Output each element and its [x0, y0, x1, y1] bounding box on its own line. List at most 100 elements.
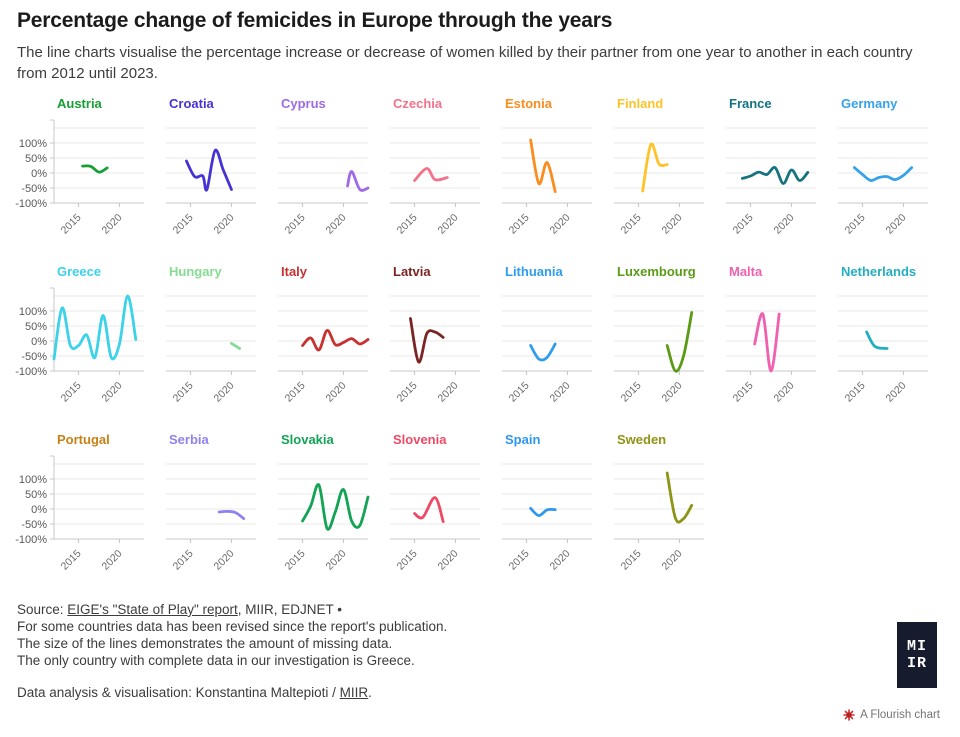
line-plot: 2015 2020 — [166, 127, 256, 236]
x-tick-label: 2020 — [212, 211, 237, 236]
mini-chart-hungary: Hungary 2015 2020 — [166, 263, 278, 406]
flourish-attribution[interactable]: A Flourish chart — [843, 709, 940, 721]
line-plot: 2015 2020 100% 50% 0% -50% -100% — [15, 287, 144, 404]
country-title: Italy — [281, 263, 308, 279]
x-tick-label: 2015 — [283, 547, 308, 572]
country-title: Austria — [57, 95, 102, 111]
data-line-germany — [852, 165, 914, 182]
mini-chart-netherlands: Netherlands 2015 2020 — [838, 264, 950, 406]
x-tick-label: 2020 — [212, 547, 237, 572]
mini-chart-slovakia: Slovakia 2015 2020 — [278, 431, 390, 574]
country-title: Spain — [505, 431, 541, 447]
y-tick-label: 100% — [19, 474, 47, 486]
data-line-estonia — [529, 138, 557, 193]
y-tick-label: 50% — [25, 489, 47, 501]
x-tick-label: 2015 — [507, 547, 532, 572]
mini-chart-lithuania: Lithuania 2015 2020 — [502, 263, 614, 406]
y-tick-label: -100% — [15, 366, 47, 378]
miir-logo-line1: MI — [906, 638, 927, 655]
country-title: Slovakia — [281, 431, 334, 447]
mini-chart-finland: Finland 2015 2020 — [614, 95, 726, 238]
y-tick-label: 50% — [25, 321, 47, 333]
x-tick-label: 2015 — [731, 379, 756, 404]
line-plot: 2015 2020 — [614, 127, 704, 236]
mini-chart-austria: Austria 2015 2020 100% 50% 0% -50% -100% — [15, 95, 166, 238]
y-tick-label: -100% — [15, 534, 47, 546]
x-tick-label: 2015 — [619, 211, 644, 236]
country-title: Slovenia — [393, 431, 447, 447]
country-title: Serbia — [169, 431, 209, 447]
x-tick-label: 2020 — [772, 379, 797, 404]
y-tick-label: 100% — [19, 138, 47, 150]
country-title: Hungary — [169, 263, 222, 279]
footer-note: The size of the lines demonstrates the a… — [17, 636, 393, 652]
y-tick-label: -100% — [15, 198, 47, 210]
x-tick-label: 2020 — [548, 547, 573, 572]
line-plot: 2015 2020 — [502, 463, 592, 572]
x-tick-label: 2015 — [395, 379, 420, 404]
x-tick-label: 2020 — [212, 379, 237, 404]
mini-chart-france: France 2015 2020 — [726, 95, 838, 238]
x-tick-label: 2015 — [507, 379, 532, 404]
x-tick-label: 2015 — [843, 379, 868, 404]
footer-note: For some countries data has been revised… — [17, 618, 448, 634]
line-plot: 2015 2020 — [614, 295, 704, 404]
footer-note: The only country with complete data in o… — [17, 653, 415, 669]
line-plot: 2015 2020 — [390, 127, 480, 236]
x-tick-label: 2015 — [843, 211, 868, 236]
footer: Source: EIGE's "State of Play" report, M… — [17, 601, 657, 701]
data-line-france — [740, 165, 810, 185]
data-line-slovenia — [413, 495, 445, 523]
country-title: Greece — [57, 263, 102, 279]
country-title: Luxembourg — [617, 263, 696, 279]
page-title: Percentage change of femicides in Europe… — [17, 9, 613, 32]
x-tick-label: 2015 — [731, 211, 756, 236]
x-tick-label: 2015 — [171, 211, 196, 236]
y-tick-label: 0% — [31, 336, 47, 348]
mini-chart-portugal: Portugal 2015 2020 100% 50% 0% -50% -100% — [15, 432, 166, 574]
credit-suffix: . — [368, 684, 372, 700]
source-line: Source: EIGE's "State of Play" report, M… — [17, 601, 657, 618]
mini-chart-croatia: Croatia 2015 2020 — [166, 96, 278, 238]
x-tick-label: 2015 — [619, 379, 644, 404]
country-title: Estonia — [505, 95, 552, 111]
data-line-cyprus — [346, 169, 370, 192]
x-tick-label: 2020 — [100, 211, 125, 236]
y-tick-label: 0% — [31, 504, 47, 516]
country-title: Germany — [841, 95, 898, 111]
x-tick-label: 2020 — [324, 211, 349, 236]
x-tick-label: 2020 — [100, 547, 125, 572]
data-line-italy — [301, 328, 370, 352]
data-line-spain — [529, 506, 557, 517]
country-title: Lithuania — [505, 263, 563, 279]
page-subtitle: The line charts visualise the percentage… — [17, 44, 913, 83]
credit-line: Data analysis & visualisation: Konstanti… — [17, 684, 657, 701]
x-tick-label: 2015 — [59, 379, 84, 404]
line-plot: 2015 2020 — [614, 463, 704, 572]
y-tick-label: 100% — [19, 306, 47, 318]
x-tick-label: 2015 — [619, 547, 644, 572]
credit-link[interactable]: MIIR — [339, 684, 369, 700]
country-title: France — [729, 95, 772, 111]
y-tick-label: -50% — [21, 519, 47, 531]
data-line-austria — [81, 164, 109, 174]
x-tick-label: 2020 — [548, 211, 573, 236]
data-line-luxembourg — [665, 310, 694, 373]
x-tick-label: 2015 — [171, 547, 196, 572]
source-link[interactable]: EIGE's "State of Play" report — [67, 601, 238, 617]
x-tick-label: 2020 — [324, 379, 349, 404]
line-plot: 2015 2020 — [726, 127, 816, 236]
data-line-latvia — [409, 316, 445, 364]
line-plot: 2015 2020 — [278, 463, 370, 572]
mini-chart-serbia: Serbia 2015 2020 — [166, 431, 278, 574]
y-tick-label: -50% — [21, 183, 47, 195]
mini-chart-latvia: Latvia 2015 2020 — [390, 264, 502, 406]
mini-chart-spain: Spain 2015 2020 — [502, 431, 614, 574]
line-plot: 2015 2020 — [502, 295, 592, 404]
line-plot: 2015 2020 — [166, 295, 256, 404]
mini-chart-cyprus: Cyprus 2015 2020 — [278, 96, 390, 238]
mini-chart-malta: Malta 2015 2020 — [726, 264, 838, 406]
y-tick-label: -50% — [21, 351, 47, 363]
country-title: Finland — [617, 95, 664, 111]
